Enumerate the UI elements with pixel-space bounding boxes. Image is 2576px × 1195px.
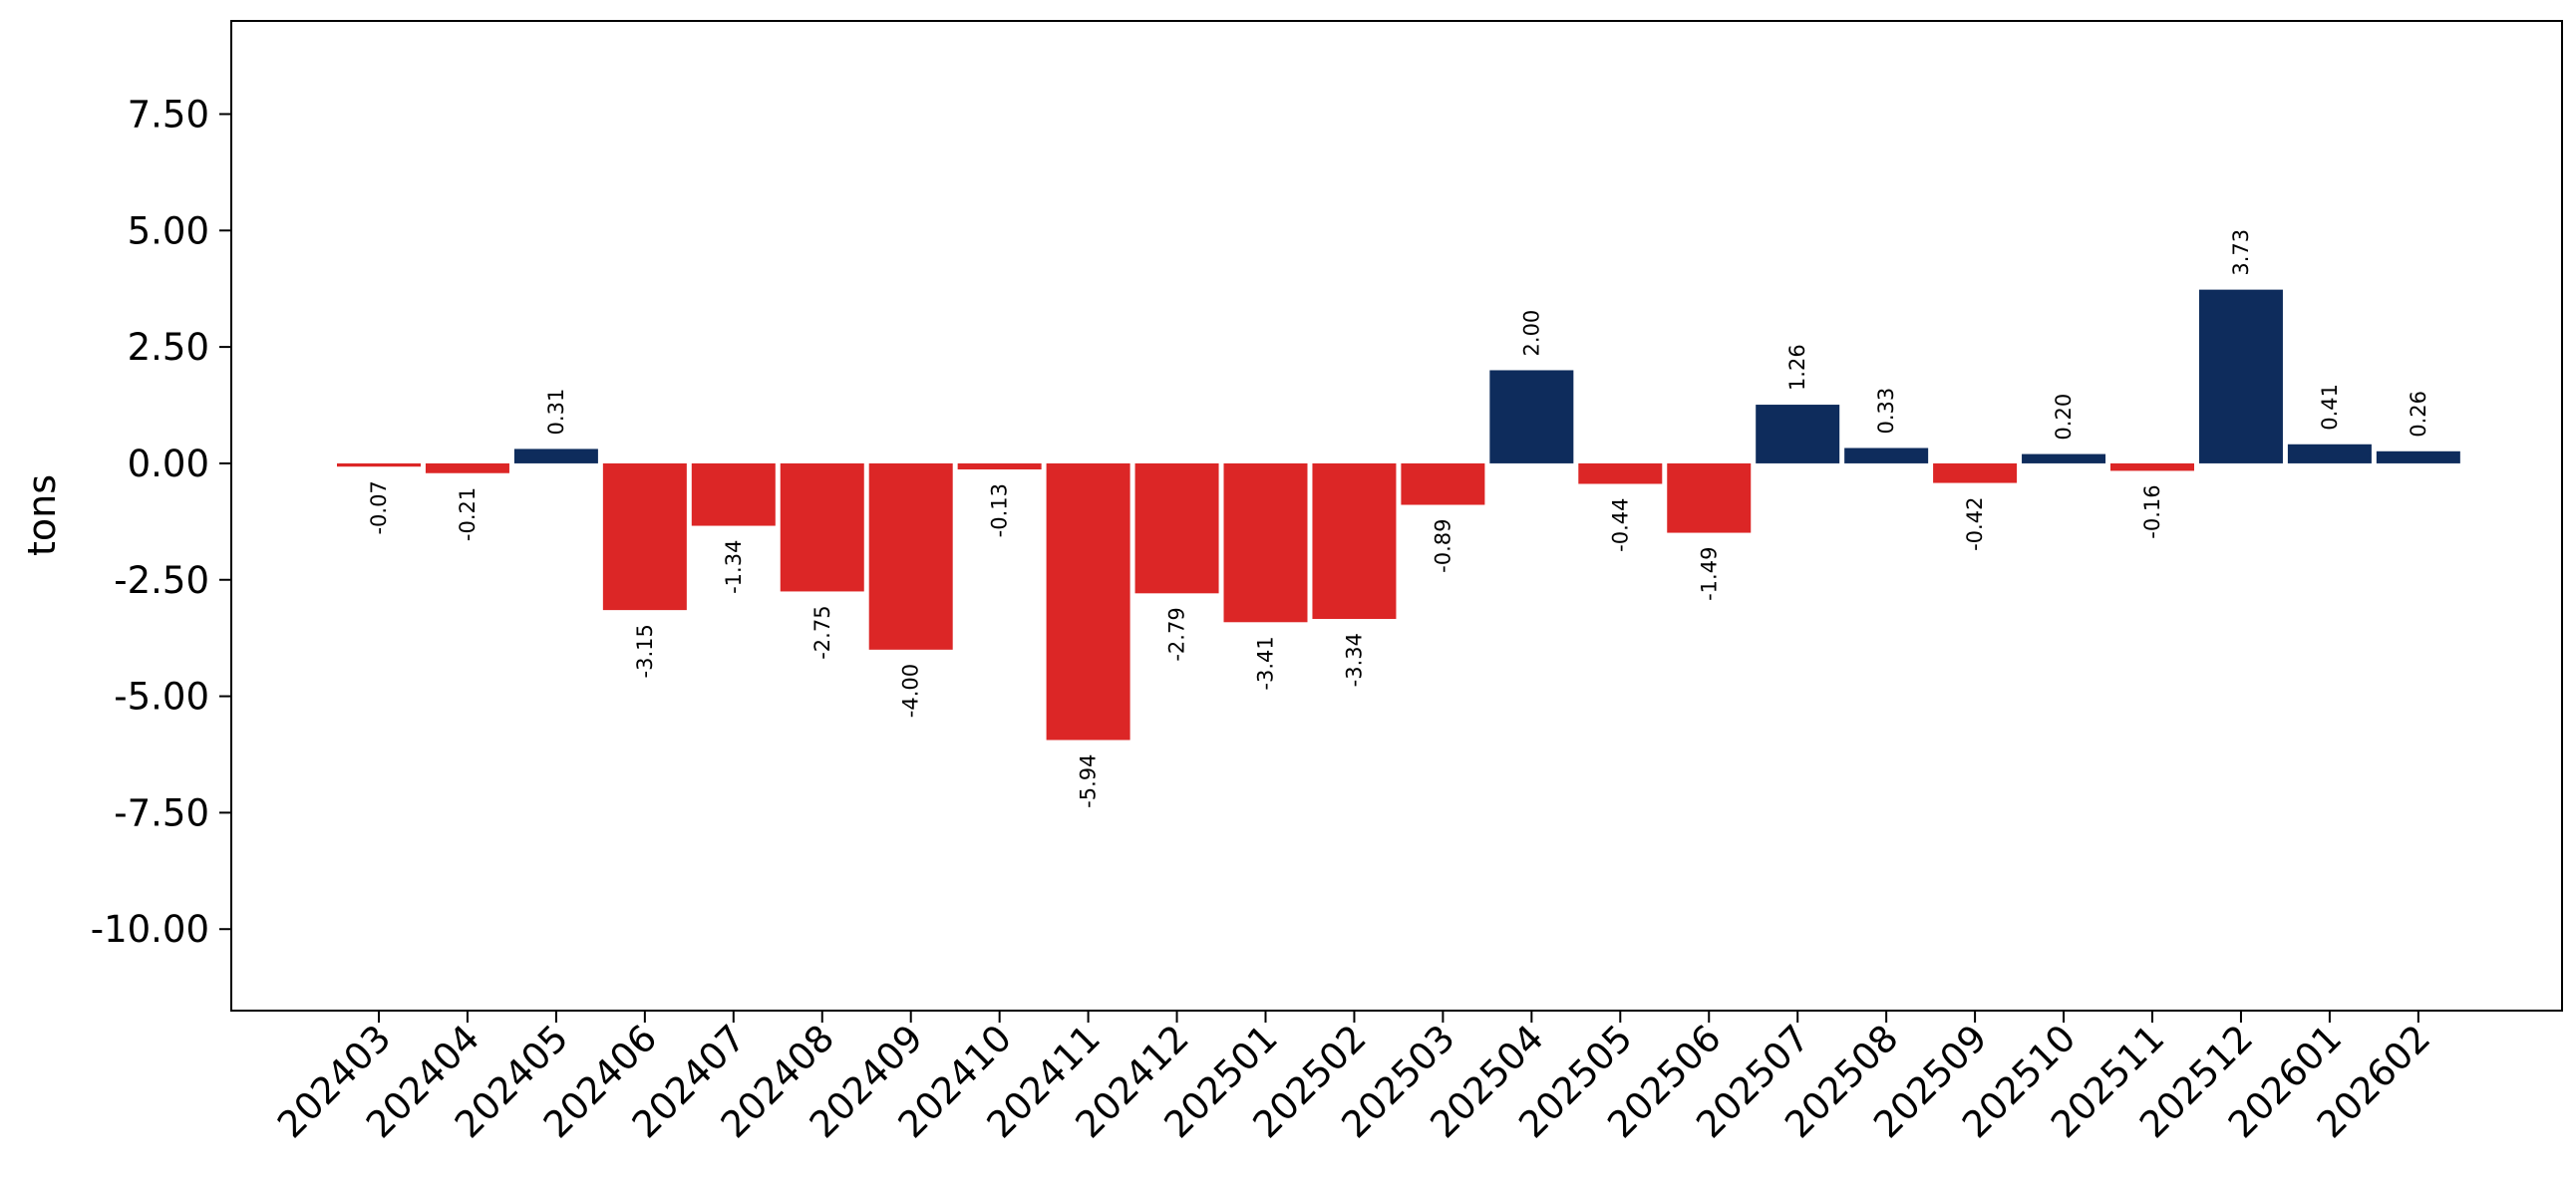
bar: [957, 462, 1042, 470]
bar: [2287, 444, 2372, 463]
bar: [1844, 448, 1929, 463]
y-axis: -10.00 -7.50 -5.00 -2.50 0.00 2.50 5.00 7.50: [91, 93, 231, 951]
bar: [1667, 462, 1752, 533]
bar-value-label: -0.16: [2140, 484, 2164, 538]
bar: [1223, 462, 1308, 623]
bar-value-label: -2.79: [1165, 607, 1189, 661]
bar: [1756, 405, 1840, 463]
y-tick-label: -7.50: [114, 791, 209, 834]
bars-group: [337, 289, 2460, 741]
bar-value-label: 0.33: [1874, 388, 1898, 435]
bar: [602, 462, 687, 611]
bar: [1489, 370, 1574, 463]
bar-value-label: -3.15: [633, 624, 657, 678]
bar: [2110, 462, 2194, 471]
y-tick-label: -10.00: [91, 908, 209, 951]
bar-value-label: -1.34: [722, 540, 746, 594]
bar-value-label: 2.00: [1519, 310, 1543, 357]
y-tick-label: -5.00: [114, 676, 209, 719]
bar: [1578, 462, 1663, 484]
plot-frame: [230, 20, 2563, 1012]
bar: [2198, 289, 2283, 463]
bar: [513, 448, 598, 463]
bar: [1933, 462, 2018, 483]
y-tick-label: 5.00: [128, 209, 209, 252]
bar-value-label: -0.21: [456, 487, 480, 541]
bar: [1134, 462, 1219, 594]
bar-value-label: 0.41: [2318, 384, 2342, 431]
bar: [1046, 462, 1130, 741]
x-axis: 2024032024042024052024062024072024082024…: [269, 1011, 2438, 1146]
y-axis-title: tons: [20, 474, 64, 556]
bar-value-label: -0.13: [988, 483, 1012, 537]
bar: [337, 462, 421, 467]
bar-value-label: -3.41: [1254, 636, 1278, 690]
bar: [868, 462, 953, 650]
y-tick-label: 0.00: [128, 443, 209, 485]
y-tick-label: 2.50: [128, 326, 209, 369]
bar-value-label: -1.49: [1697, 547, 1721, 601]
bar: [2022, 453, 2106, 463]
bar-value-label: 1.26: [1785, 344, 1809, 391]
bar: [780, 462, 864, 592]
bar-value-label: -0.07: [367, 480, 391, 534]
y-tick-label: -2.50: [114, 559, 209, 602]
bar-value-label: 0.20: [2052, 394, 2076, 441]
bar: [425, 462, 509, 473]
bar-value-label: 0.26: [2407, 391, 2430, 438]
bar: [691, 462, 776, 526]
bar-value-label: 0.31: [544, 389, 568, 436]
bar-value-label: -3.34: [1342, 633, 1366, 687]
bar-value-label: -0.89: [1431, 519, 1454, 573]
bar-value-label: -0.42: [1963, 497, 1987, 551]
y-tick-label: 7.50: [128, 93, 209, 136]
data-labels-group: -0.07 -0.21 0.31 -3.15 -1.34 -2.75 -4.00 -0.13 -…: [367, 229, 2430, 808]
bar-value-label: -4.00: [899, 664, 923, 718]
bar-value-label: -0.44: [1608, 497, 1632, 551]
bar: [1401, 462, 1485, 505]
bar-value-label: -5.94: [1077, 754, 1101, 808]
bar-value-label: -2.75: [810, 605, 834, 659]
bar-value-label: 3.73: [2229, 229, 2253, 276]
bar: [1312, 462, 1397, 620]
bar: [2376, 450, 2460, 463]
